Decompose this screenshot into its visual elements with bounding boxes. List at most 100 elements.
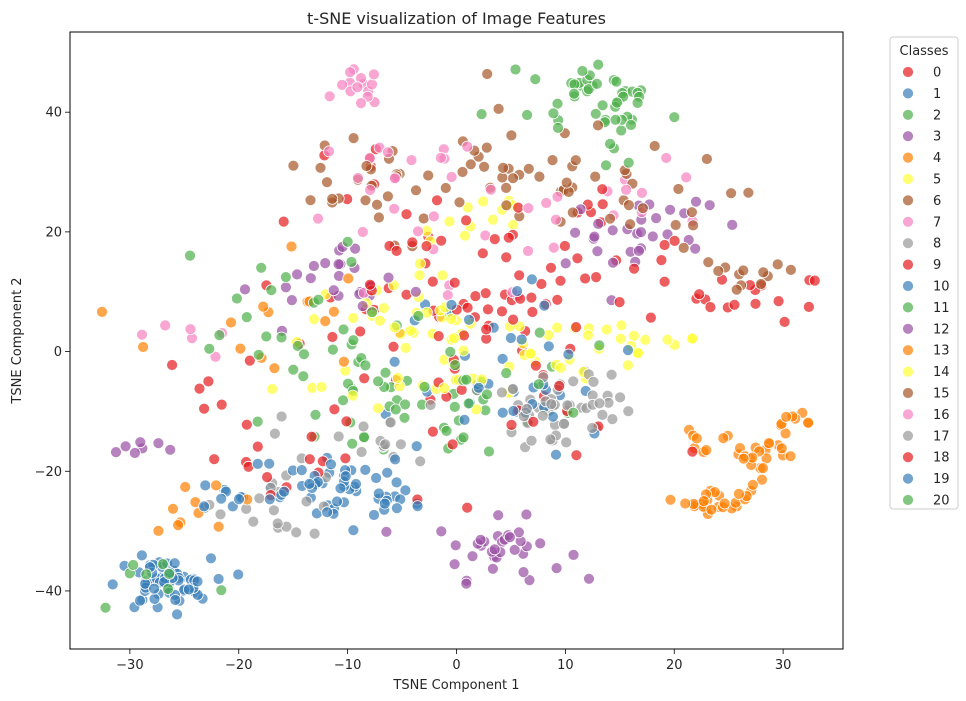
point-class-0 [215, 398, 228, 411]
point-class-11 [297, 370, 310, 383]
x-tick-label: −30 [116, 658, 143, 673]
point-class-6 [492, 103, 505, 115]
point-class-10 [496, 406, 509, 419]
point-class-6 [507, 172, 519, 185]
point-class-7 [351, 81, 364, 94]
legend-item-20: 20 [902, 494, 950, 509]
legend-item-15: 15 [902, 387, 950, 402]
point-class-3 [726, 218, 739, 231]
point-class-18 [570, 321, 582, 334]
legend-label: 4 [933, 151, 941, 166]
point-class-11 [309, 408, 322, 421]
legend-label: 13 [933, 344, 950, 359]
point-class-2 [440, 424, 453, 437]
point-class-19 [511, 285, 523, 298]
point-class-7 [323, 90, 336, 103]
point-class-15 [725, 187, 737, 200]
point-class-9 [570, 449, 583, 462]
legend-item-5: 5 [902, 173, 941, 188]
point-class-1 [199, 479, 212, 492]
point-class-9 [455, 383, 468, 396]
point-class-11 [127, 559, 140, 571]
point-class-14 [615, 319, 628, 332]
point-class-16 [388, 202, 401, 215]
point-class-19 [339, 470, 352, 483]
point-class-15 [569, 154, 582, 167]
point-class-3 [650, 212, 662, 225]
point-class-3 [380, 525, 393, 538]
legend-item-4: 4 [902, 151, 941, 166]
point-class-11 [399, 398, 412, 411]
point-class-9 [579, 272, 591, 285]
point-class-0 [808, 274, 821, 287]
point-class-6 [560, 176, 573, 189]
point-class-20 [412, 310, 425, 322]
point-class-12 [607, 256, 619, 269]
point-class-16 [323, 145, 335, 158]
point-class-17 [596, 408, 609, 421]
point-class-7 [445, 171, 458, 183]
point-class-11 [298, 348, 310, 361]
legend-item-7: 7 [902, 215, 941, 230]
x-tick-label: 0 [452, 658, 460, 673]
point-class-20 [625, 119, 637, 131]
legend-item-17: 17 [902, 429, 950, 444]
point-class-0 [749, 297, 762, 310]
point-class-9 [658, 275, 671, 288]
point-class-17 [355, 446, 368, 458]
point-class-7 [344, 66, 357, 79]
point-class-19 [515, 333, 528, 346]
point-class-8 [525, 434, 538, 447]
point-class-20 [457, 431, 470, 444]
point-class-13 [179, 481, 192, 493]
point-class-15 [669, 219, 682, 231]
y-tick-label: 0 [54, 345, 62, 360]
legend-title: Classes [900, 44, 949, 59]
point-class-6 [347, 132, 360, 145]
point-class-12 [409, 285, 422, 298]
point-class-0 [326, 331, 339, 343]
point-class-14 [445, 313, 458, 325]
point-class-2 [568, 87, 580, 100]
point-class-19 [359, 463, 372, 476]
point-class-5 [266, 383, 279, 395]
point-class-13 [268, 362, 281, 375]
point-class-17 [521, 403, 533, 415]
point-class-12 [382, 271, 395, 284]
point-class-18 [400, 208, 413, 221]
point-class-1 [399, 484, 412, 497]
point-class-18 [364, 278, 376, 291]
point-class-5 [686, 332, 699, 345]
point-class-5 [347, 312, 360, 324]
point-class-11 [162, 583, 174, 595]
legend-label: 12 [933, 322, 950, 337]
point-class-17 [414, 455, 427, 468]
point-class-7 [405, 154, 418, 167]
point-class-7 [364, 184, 377, 196]
point-class-20 [521, 109, 533, 121]
point-class-5 [413, 269, 426, 282]
legend-item-12: 12 [902, 322, 950, 337]
point-class-11 [359, 359, 372, 372]
chart-title: t-SNE visualization of Image Features [307, 9, 606, 28]
point-class-19 [390, 502, 403, 515]
point-class-2 [582, 83, 595, 96]
point-class-3 [517, 566, 530, 578]
point-class-15 [372, 211, 385, 224]
legend-marker [902, 66, 914, 78]
legend-item-10: 10 [902, 280, 950, 295]
point-class-20 [265, 284, 278, 297]
point-class-19 [622, 344, 634, 357]
legend-item-14: 14 [902, 365, 950, 380]
point-class-20 [460, 373, 473, 386]
point-class-8 [558, 417, 570, 430]
point-class-14 [448, 332, 461, 345]
point-class-17 [332, 430, 345, 443]
point-class-20 [255, 261, 268, 274]
point-class-20 [462, 397, 475, 410]
point-class-15 [637, 202, 649, 215]
legend-label: 15 [933, 387, 950, 402]
legend-marker [902, 344, 914, 357]
point-class-19 [303, 477, 316, 490]
point-class-8 [300, 495, 313, 508]
